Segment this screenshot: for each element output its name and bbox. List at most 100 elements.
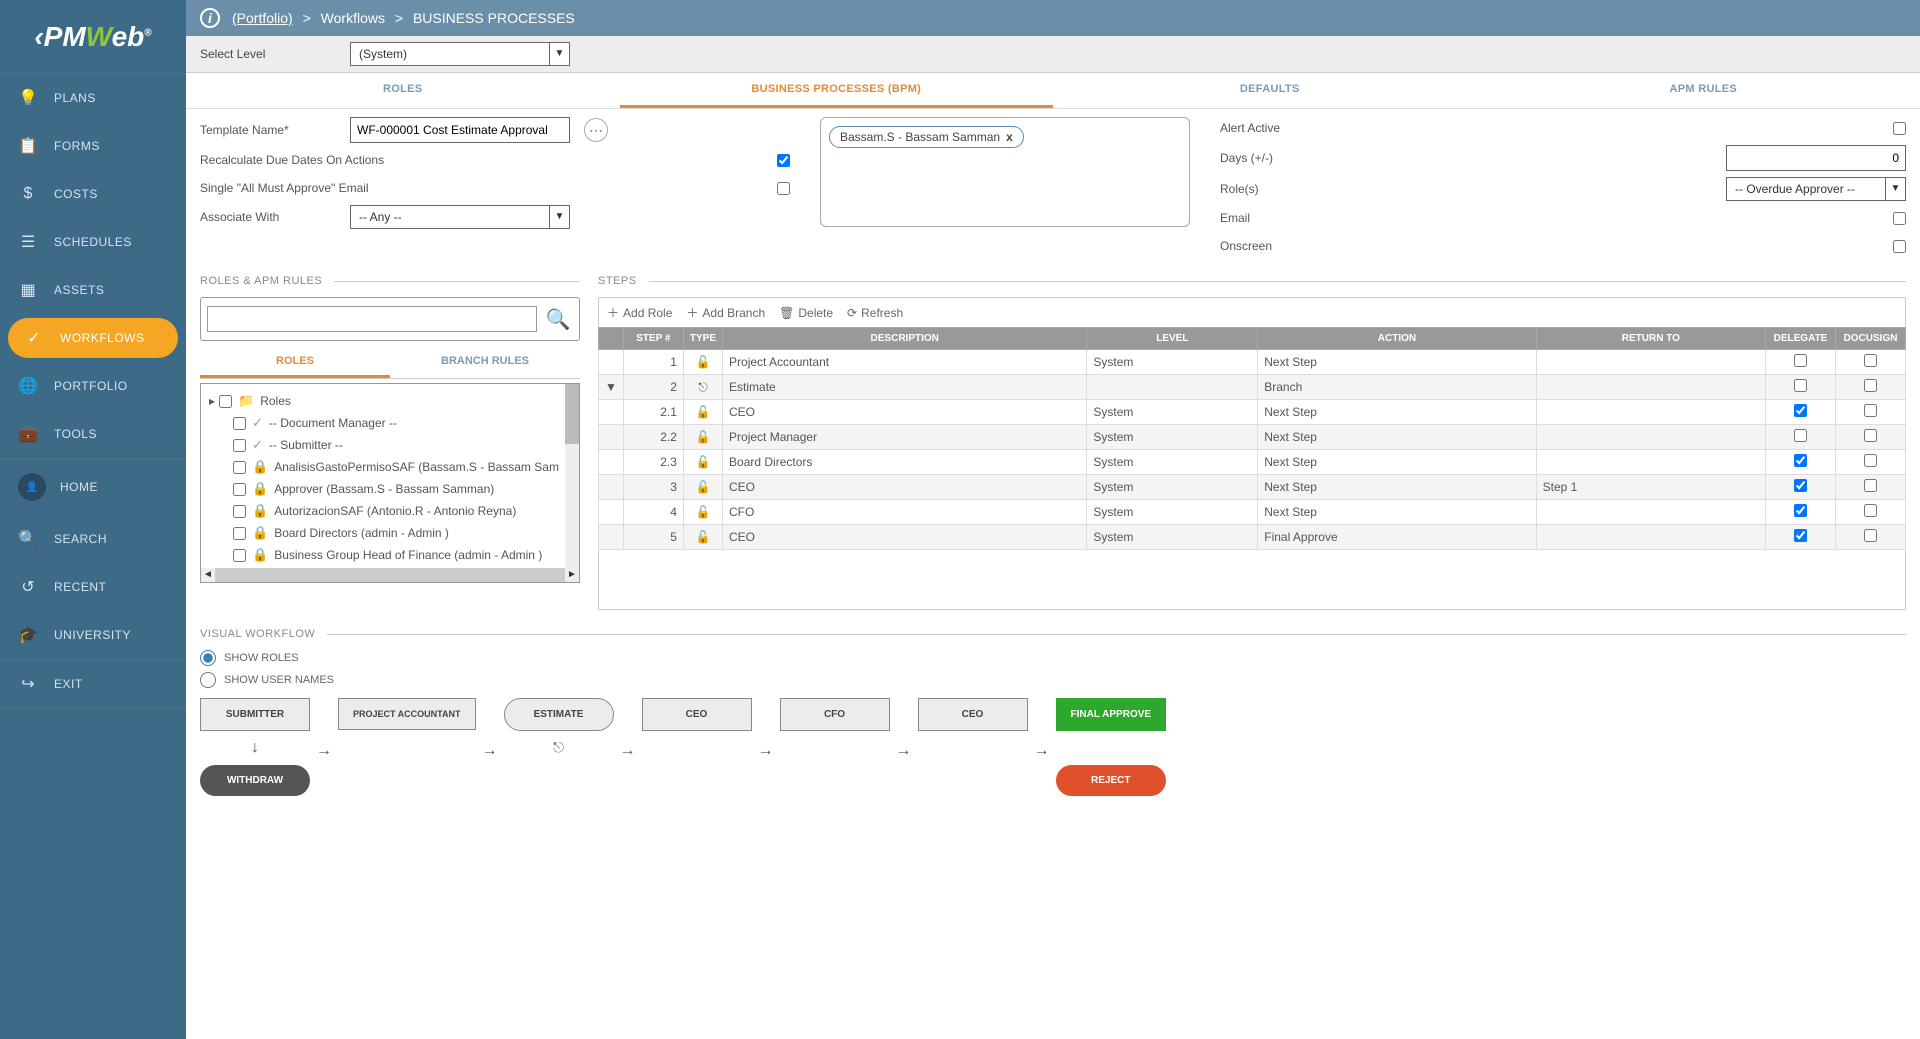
nav-item-home[interactable]: 👤HOME bbox=[0, 459, 186, 515]
show-users-radio[interactable]: SHOW USER NAMES bbox=[200, 672, 1906, 688]
delegate-checkbox[interactable] bbox=[1794, 454, 1807, 467]
flow-node-reject[interactable]: REJECT bbox=[1056, 765, 1166, 796]
expand-cell[interactable] bbox=[599, 425, 624, 450]
table-row[interactable]: 2.1🔓CEOSystemNext Step bbox=[599, 400, 1906, 425]
associate-select[interactable]: -- Any -- ▼ bbox=[350, 205, 570, 229]
tab-defaults[interactable]: DEFAULTS bbox=[1053, 73, 1487, 108]
docusign-checkbox[interactable] bbox=[1864, 404, 1877, 417]
docusign-checkbox[interactable] bbox=[1864, 429, 1877, 442]
nav-item-forms[interactable]: 📋FORMS bbox=[0, 122, 186, 170]
tree-item[interactable]: ✓-- Document Manager -- bbox=[207, 412, 559, 434]
flow-node-estimate[interactable]: ESTIMATE bbox=[504, 698, 614, 731]
docusign-checkbox[interactable] bbox=[1864, 479, 1877, 492]
col-step-[interactable]: STEP # bbox=[623, 328, 683, 350]
nav-item-workflows[interactable]: ✓WORKFLOWS bbox=[8, 318, 178, 358]
flow-node-withdraw[interactable]: WITHDRAW bbox=[200, 765, 310, 796]
col-level[interactable]: LEVEL bbox=[1087, 328, 1258, 350]
expand-cell[interactable] bbox=[599, 525, 624, 550]
add-role-button[interactable]: ＋Add Role bbox=[607, 304, 672, 321]
expand-cell[interactable]: ▼ bbox=[599, 375, 624, 400]
docusign-checkbox[interactable] bbox=[1864, 529, 1877, 542]
nav-item-assets[interactable]: ▦ASSETS bbox=[0, 266, 186, 314]
nav-item-university[interactable]: 🎓UNIVERSITY bbox=[0, 611, 186, 659]
tag-box[interactable]: Bassam.S - Bassam Samman x bbox=[820, 117, 1190, 227]
recalc-checkbox[interactable] bbox=[777, 154, 790, 167]
delete-button[interactable]: 🗑Delete bbox=[779, 306, 833, 320]
table-row[interactable]: 1🔓Project AccountantSystemNext Step bbox=[599, 350, 1906, 375]
flow-node-ceo-2[interactable]: CEO bbox=[918, 698, 1028, 731]
tree-item[interactable]: 🔒AutorizacionSAF (Antonio.R - Antonio Re… bbox=[207, 500, 559, 522]
expand-cell[interactable] bbox=[599, 400, 624, 425]
roles-search-input[interactable] bbox=[207, 306, 537, 332]
single-approve-checkbox[interactable] bbox=[777, 182, 790, 195]
tree-item[interactable]: 🔒Business Group Head of Finance (admin -… bbox=[207, 544, 559, 566]
delegate-checkbox[interactable] bbox=[1794, 379, 1807, 392]
show-roles-radio[interactable]: SHOW ROLES bbox=[200, 650, 1906, 666]
flow-node-cfo[interactable]: CFO bbox=[780, 698, 890, 731]
subtab-branch-rules[interactable]: BRANCH RULES bbox=[390, 347, 580, 378]
breadcrumb-portfolio[interactable]: (Portfolio) bbox=[232, 10, 293, 26]
refresh-button[interactable]: ⟳Refresh bbox=[847, 306, 903, 320]
delegate-checkbox[interactable] bbox=[1794, 529, 1807, 542]
nav-item-portfolio[interactable]: 🌐PORTFOLIO bbox=[0, 362, 186, 410]
docusign-checkbox[interactable] bbox=[1864, 454, 1877, 467]
delegate-checkbox[interactable] bbox=[1794, 429, 1807, 442]
nav-item-recent[interactable]: ↺RECENT bbox=[0, 563, 186, 611]
days-input[interactable] bbox=[1726, 145, 1906, 171]
docusign-checkbox[interactable] bbox=[1864, 354, 1877, 367]
delegate-checkbox[interactable] bbox=[1794, 504, 1807, 517]
col-docusign[interactable]: DOCUSIGN bbox=[1836, 328, 1906, 350]
flow-node-ceo-1[interactable]: CEO bbox=[642, 698, 752, 731]
template-name-input[interactable] bbox=[350, 117, 570, 143]
nav-item-plans[interactable]: 💡PLANS bbox=[0, 74, 186, 122]
onscreen-checkbox[interactable] bbox=[1893, 240, 1906, 253]
nav-item-schedules[interactable]: ☰SCHEDULES bbox=[0, 218, 186, 266]
tree-item[interactable]: 🔒AnalisisGastoPermisoSAF (Bassam.S - Bas… bbox=[207, 456, 559, 478]
tree-item[interactable]: 🔒Board Directors (admin - Admin ) bbox=[207, 522, 559, 544]
col-action[interactable]: ACTION bbox=[1258, 328, 1536, 350]
subtab-roles[interactable]: ROLES bbox=[200, 347, 390, 378]
tab-business-processes-bpm-[interactable]: BUSINESS PROCESSES (BPM) bbox=[620, 73, 1054, 108]
level-select[interactable]: (System) ▼ bbox=[350, 42, 570, 66]
flow-node-submitter[interactable]: SUBMITTER bbox=[200, 698, 310, 731]
nav-item-tools[interactable]: 💼TOOLS bbox=[0, 410, 186, 458]
expand-cell[interactable] bbox=[599, 500, 624, 525]
table-row[interactable]: 2.3🔓Board DirectorsSystemNext Step bbox=[599, 450, 1906, 475]
col-description[interactable]: DESCRIPTION bbox=[723, 328, 1087, 350]
roles-tree[interactable]: ▸📁Roles✓-- Document Manager --✓-- Submit… bbox=[200, 383, 580, 583]
nav-exit[interactable]: ↪ EXIT bbox=[0, 660, 186, 708]
roles-select[interactable]: -- Overdue Approver -- ▼ bbox=[1726, 177, 1906, 201]
col-return-to[interactable]: RETURN TO bbox=[1536, 328, 1765, 350]
alert-active-checkbox[interactable] bbox=[1893, 122, 1906, 135]
table-row[interactable]: 4🔓CFOSystemNext Step bbox=[599, 500, 1906, 525]
table-row[interactable]: 5🔓CEOSystemFinal Approve bbox=[599, 525, 1906, 550]
nav-item-search[interactable]: 🔍SEARCH bbox=[0, 515, 186, 563]
docusign-checkbox[interactable] bbox=[1864, 504, 1877, 517]
docusign-checkbox[interactable] bbox=[1864, 379, 1877, 392]
scroll-right-icon[interactable]: ► bbox=[565, 568, 579, 582]
expand-cell[interactable] bbox=[599, 475, 624, 500]
table-row[interactable]: ▼2⎋EstimateBranch bbox=[599, 375, 1906, 400]
flow-node-project-accountant[interactable]: PROJECT ACCOUNTANT bbox=[338, 698, 476, 730]
table-row[interactable]: 2.2🔓Project ManagerSystemNext Step bbox=[599, 425, 1906, 450]
tab-apm-rules[interactable]: APM RULES bbox=[1487, 73, 1920, 108]
tree-item[interactable]: 🔒Approver (Bassam.S - Bassam Samman) bbox=[207, 478, 559, 500]
table-row[interactable]: 3🔓CEOSystemNext StepStep 1 bbox=[599, 475, 1906, 500]
tree-root[interactable]: ▸📁Roles bbox=[207, 390, 559, 412]
search-icon[interactable]: 🔍 bbox=[543, 304, 573, 334]
add-branch-button[interactable]: ＋Add Branch bbox=[686, 304, 765, 321]
scroll-left-icon[interactable]: ◄ bbox=[201, 568, 215, 582]
col-type[interactable]: TYPE bbox=[683, 328, 722, 350]
scrollbar-horizontal[interactable] bbox=[215, 568, 565, 582]
info-icon[interactable]: i bbox=[200, 8, 220, 28]
tree-item[interactable]: ✓-- Submitter -- bbox=[207, 434, 559, 456]
delegate-checkbox[interactable] bbox=[1794, 354, 1807, 367]
scrollbar-thumb[interactable] bbox=[565, 384, 579, 444]
nav-item-costs[interactable]: $COSTS bbox=[0, 170, 186, 218]
flow-node-final-approve[interactable]: FINAL APPROVE bbox=[1056, 698, 1167, 731]
col-delegate[interactable]: DELEGATE bbox=[1766, 328, 1836, 350]
delegate-checkbox[interactable] bbox=[1794, 479, 1807, 492]
expand-cell[interactable] bbox=[599, 350, 624, 375]
expand-cell[interactable] bbox=[599, 450, 624, 475]
remove-tag-button[interactable]: x bbox=[1006, 130, 1013, 144]
